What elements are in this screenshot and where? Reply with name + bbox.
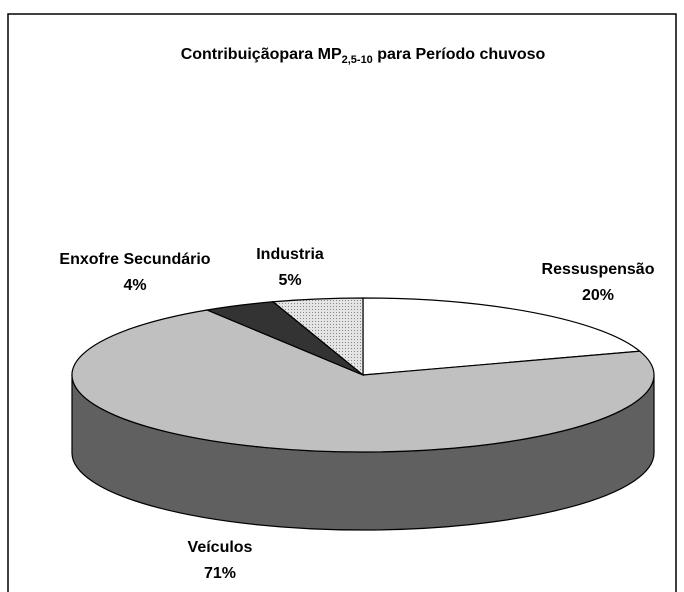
- slice-value-label: 71%: [204, 565, 236, 582]
- slice-label: Ressuspensão: [542, 261, 655, 278]
- chart-title: Contribuiçãopara MP2,5-10 para Período c…: [181, 46, 546, 66]
- slice-label: Industria: [256, 246, 324, 263]
- slice: [271, 297, 364, 377]
- slice-label: Enxofre Secundário: [59, 251, 210, 268]
- slice-value-label: 20%: [582, 287, 614, 304]
- slice: [362, 297, 642, 376]
- slice-label: Veículos: [188, 539, 253, 556]
- slice-value-label: 4%: [123, 277, 146, 294]
- slice: [71, 309, 655, 453]
- slice-value-label: 5%: [278, 272, 301, 289]
